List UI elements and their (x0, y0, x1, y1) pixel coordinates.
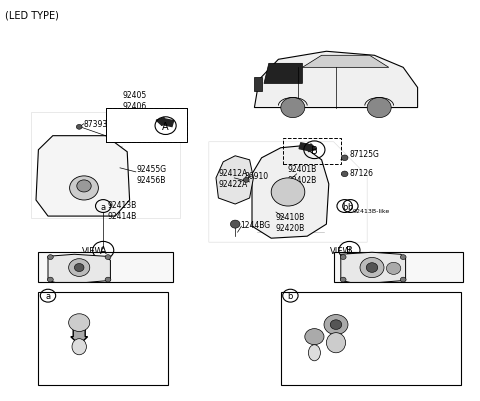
Circle shape (341, 156, 348, 161)
Circle shape (324, 315, 348, 335)
Circle shape (76, 125, 82, 130)
Bar (281, 293, 461, 385)
Circle shape (131, 119, 148, 134)
Text: 87393: 87393 (84, 120, 108, 129)
Text: (LED TYPE): (LED TYPE) (5, 10, 59, 20)
Polygon shape (252, 146, 329, 239)
Circle shape (69, 314, 90, 332)
Bar (38, 293, 168, 385)
Circle shape (105, 277, 111, 282)
Text: 1244BG: 1244BG (240, 221, 270, 230)
Bar (31, 112, 180, 219)
FancyBboxPatch shape (106, 108, 187, 142)
Bar (38, 253, 173, 283)
Text: b: b (342, 202, 348, 211)
Text: 92451A: 92451A (74, 306, 104, 315)
Circle shape (243, 178, 249, 183)
Text: A: A (100, 246, 107, 255)
Ellipse shape (72, 339, 86, 355)
Polygon shape (264, 64, 302, 84)
Circle shape (48, 277, 53, 282)
Circle shape (146, 124, 156, 132)
Text: 92405
92406: 92405 92406 (122, 91, 147, 110)
Text: 92401B
92402B: 92401B 92402B (288, 165, 317, 184)
Circle shape (341, 172, 348, 177)
Text: 86910: 86910 (245, 172, 269, 181)
Bar (334, 253, 463, 283)
Text: VIEW: VIEW (330, 246, 352, 255)
Text: B: B (346, 246, 353, 255)
Text: A: A (162, 122, 169, 131)
FancyArrow shape (156, 118, 174, 127)
Polygon shape (341, 253, 406, 283)
Polygon shape (254, 52, 418, 108)
Bar (283, 138, 341, 164)
Text: 92450A: 92450A (346, 306, 375, 315)
Text: 92410B
92420B: 92410B 92420B (276, 213, 305, 232)
Text: 92413B-like: 92413B-like (353, 208, 390, 213)
Bar (254, 78, 262, 92)
Circle shape (386, 263, 401, 275)
Circle shape (340, 277, 346, 282)
Text: 18643P: 18643P (74, 368, 103, 377)
Circle shape (230, 221, 240, 229)
Text: 92413B
92414B: 92413B 92414B (108, 201, 137, 220)
Circle shape (400, 277, 406, 282)
Text: b: b (288, 292, 293, 300)
Circle shape (366, 263, 378, 273)
Circle shape (400, 255, 406, 260)
Circle shape (105, 255, 111, 260)
Text: 18642G: 18642G (306, 368, 336, 377)
Circle shape (360, 258, 384, 278)
Text: 92412A
92422A: 92412A 92422A (218, 169, 248, 188)
Text: b: b (348, 202, 353, 211)
FancyArrow shape (71, 321, 87, 345)
Polygon shape (115, 112, 166, 140)
Text: a: a (101, 202, 106, 211)
Circle shape (74, 264, 84, 272)
Circle shape (77, 180, 91, 192)
Circle shape (70, 176, 98, 200)
Bar (106, 108, 187, 142)
Text: B: B (311, 146, 318, 155)
FancyArrow shape (299, 144, 317, 152)
Circle shape (330, 320, 342, 330)
Text: 92455G
92456B: 92455G 92456B (137, 165, 167, 184)
Polygon shape (216, 156, 253, 205)
Ellipse shape (326, 333, 346, 353)
Circle shape (367, 98, 391, 118)
Ellipse shape (309, 345, 321, 361)
Circle shape (305, 329, 324, 345)
Circle shape (48, 255, 53, 260)
Circle shape (281, 98, 305, 118)
Circle shape (271, 178, 305, 207)
Text: 87125G: 87125G (349, 150, 379, 159)
Text: 87126: 87126 (349, 169, 373, 178)
Polygon shape (302, 56, 389, 68)
Text: a: a (46, 292, 50, 300)
Text: VIEW: VIEW (82, 246, 103, 255)
Circle shape (340, 255, 346, 260)
Circle shape (69, 259, 90, 277)
Polygon shape (48, 255, 110, 283)
Polygon shape (36, 136, 130, 217)
